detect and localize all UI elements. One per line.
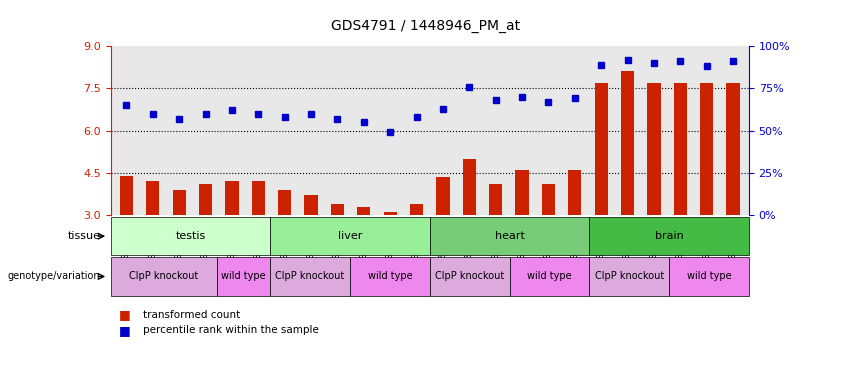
Bar: [621, 71, 634, 215]
Bar: [595, 83, 608, 215]
Bar: [437, 177, 449, 215]
Bar: [568, 170, 581, 215]
Bar: [700, 83, 713, 215]
Bar: [542, 184, 555, 215]
Text: tissue: tissue: [67, 231, 100, 241]
Bar: [331, 204, 344, 215]
Bar: [727, 83, 740, 215]
Bar: [199, 184, 212, 215]
Text: liver: liver: [338, 231, 363, 241]
Bar: [463, 159, 476, 215]
Bar: [674, 83, 687, 215]
Bar: [410, 204, 423, 215]
Text: testis: testis: [175, 231, 206, 241]
Bar: [226, 181, 238, 215]
Text: wild type: wild type: [221, 271, 266, 281]
Bar: [305, 195, 317, 215]
Text: genotype/variation: genotype/variation: [8, 271, 100, 281]
Bar: [278, 190, 291, 215]
Text: ClpP knockout: ClpP knockout: [276, 271, 345, 281]
Text: heart: heart: [494, 231, 524, 241]
Bar: [489, 184, 502, 215]
Text: ClpP knockout: ClpP knockout: [595, 271, 664, 281]
Bar: [252, 181, 265, 215]
Text: ■: ■: [119, 308, 131, 321]
Text: ClpP knockout: ClpP knockout: [435, 271, 505, 281]
Bar: [648, 83, 660, 215]
Text: transformed count: transformed count: [143, 310, 240, 320]
Bar: [384, 212, 397, 215]
Bar: [357, 207, 370, 215]
Text: wild type: wild type: [368, 271, 412, 281]
Text: ClpP knockout: ClpP knockout: [129, 271, 198, 281]
Text: brain: brain: [654, 231, 683, 241]
Text: percentile rank within the sample: percentile rank within the sample: [143, 325, 319, 335]
Bar: [120, 175, 133, 215]
Text: wild type: wild type: [687, 271, 731, 281]
Text: GDS4791 / 1448946_PM_at: GDS4791 / 1448946_PM_at: [331, 19, 520, 33]
Bar: [173, 190, 186, 215]
Text: ■: ■: [119, 324, 131, 337]
Text: wild type: wild type: [527, 271, 572, 281]
Bar: [146, 181, 159, 215]
Bar: [516, 170, 528, 215]
